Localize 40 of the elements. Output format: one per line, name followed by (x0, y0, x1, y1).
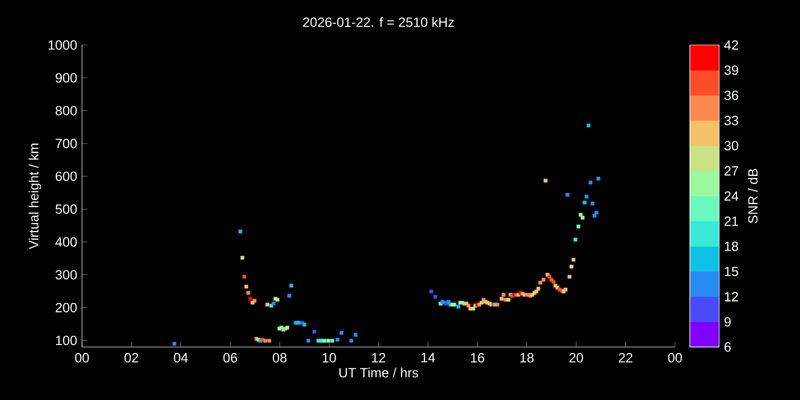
y-tick-label: 500 (56, 204, 77, 214)
x-tick-label: 10 (322, 353, 336, 362)
color-bar-label: 21 (724, 216, 738, 226)
y-tick-label: 300 (56, 270, 77, 280)
color-bar-label: 24 (724, 191, 738, 201)
x-tick-label: 02 (124, 353, 138, 362)
color-bar-label: 39 (724, 65, 738, 75)
color-bar-label: 6 (724, 342, 731, 352)
color-bar-label: 30 (724, 140, 738, 150)
y-tick-label: 100 (56, 336, 77, 346)
x-tick-label: 00 (668, 353, 682, 362)
color-bar-label: 15 (724, 266, 738, 276)
y-tick-label: 800 (56, 106, 77, 116)
color-bar-label: 36 (724, 90, 738, 100)
x-tick-label: 06 (223, 353, 238, 362)
color-bar-title: SNR / dB (748, 168, 758, 224)
x-tick-label: 18 (520, 353, 534, 362)
y-tick-label: 200 (56, 302, 77, 312)
y-tick-label: 700 (56, 138, 77, 148)
x-axis-title: UT Time / hrs (339, 368, 418, 378)
color-bar-label: 18 (724, 242, 738, 252)
color-bar-label: 27 (724, 166, 738, 176)
color-bar-label: 33 (724, 116, 738, 126)
y-axis-title: Virtual height / km (28, 144, 42, 250)
chart-title: 2026-01-22. f = 2510 kHz (303, 17, 454, 27)
x-tick-label: 04 (174, 353, 188, 362)
x-tick-label: 22 (618, 353, 632, 362)
color-bar-label: 12 (724, 292, 738, 302)
x-tick-label: 16 (470, 353, 484, 362)
x-tick-label: 08 (272, 353, 287, 362)
color-bar-label: 42 (724, 40, 738, 50)
y-tick-label: 400 (55, 237, 77, 247)
y-tick-label: 600 (56, 172, 77, 182)
x-tick-label: 12 (372, 353, 386, 362)
y-tick-label: 900 (56, 73, 77, 83)
y-tick-label: 1000 (48, 40, 77, 50)
color-bar-label: 9 (724, 317, 731, 327)
x-tick-label: 20 (569, 353, 584, 362)
x-tick-label: 14 (422, 353, 435, 362)
x-tick-label: 00 (75, 353, 89, 362)
